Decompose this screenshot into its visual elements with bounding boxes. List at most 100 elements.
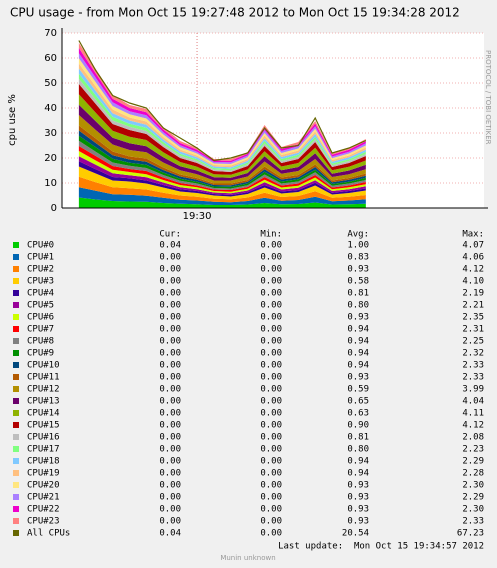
legend-stat: 0.00 xyxy=(260,289,282,299)
legend-label: CPU#4 xyxy=(27,289,54,299)
legend-label: CPU#2 xyxy=(27,265,54,275)
x-tick-label: 19:30 xyxy=(183,211,212,222)
legend-stat: 0.80 xyxy=(347,445,369,455)
legend-stat: 2.23 xyxy=(462,445,484,455)
area xyxy=(78,166,366,200)
legend-label: CPU#9 xyxy=(27,349,54,359)
legend-stat: 0.00 xyxy=(159,493,181,503)
legend-swatch xyxy=(13,350,19,356)
legend-label: CPU#15 xyxy=(27,421,60,431)
legend-stat: 2.30 xyxy=(462,505,484,515)
area xyxy=(78,151,366,194)
legend-swatch xyxy=(13,482,19,488)
legend-stat: 0.83 xyxy=(347,253,369,263)
legend-stat: 0.04 xyxy=(159,529,181,539)
legend-swatch xyxy=(13,326,19,332)
y-tick-label: 20 xyxy=(44,153,57,164)
legend-label: CPU#12 xyxy=(27,385,60,395)
areas xyxy=(78,40,367,208)
legend-stat: 0.93 xyxy=(347,265,369,275)
legend-stat: 0.00 xyxy=(159,445,181,455)
legend-stat: 0.00 xyxy=(159,469,181,479)
legend-swatch xyxy=(13,290,19,296)
legend-stat: 0.94 xyxy=(347,349,369,359)
legend-stat: 0.00 xyxy=(260,385,282,395)
legend-swatch xyxy=(13,422,19,428)
legend-stat: 0.00 xyxy=(260,517,282,527)
area xyxy=(78,94,366,178)
legend-stat: 2.29 xyxy=(462,457,484,467)
legend-stat: 4.07 xyxy=(462,241,484,251)
legend-stat: 0.93 xyxy=(347,505,369,515)
total-line xyxy=(78,40,367,162)
legend-stat: 0.94 xyxy=(347,325,369,335)
legend-header: Cur: xyxy=(159,230,181,240)
area xyxy=(78,146,366,192)
legend-stat: 20.54 xyxy=(342,529,369,539)
legend-swatch xyxy=(13,362,19,368)
legend-stat: 1.00 xyxy=(347,241,369,251)
legend-stat: 2.33 xyxy=(462,373,484,383)
legend-stat: 2.33 xyxy=(462,517,484,527)
legend-stat: 0.65 xyxy=(347,397,369,407)
legend-swatch xyxy=(13,242,19,248)
legend-stat: 0.93 xyxy=(347,313,369,323)
footer: Munin unknown xyxy=(220,554,275,562)
legend-label: CPU#8 xyxy=(27,337,54,347)
legend-header: Avg: xyxy=(347,230,369,240)
legend-stat: 2.32 xyxy=(462,349,484,359)
area xyxy=(78,156,366,195)
y-tick-label: 10 xyxy=(44,178,57,189)
legend-stat: 0.00 xyxy=(159,349,181,359)
legend-stat: 2.31 xyxy=(462,325,484,335)
legend-label: CPU#7 xyxy=(27,325,54,335)
legend-stat: 0.00 xyxy=(260,409,282,419)
legend-stat: 0.00 xyxy=(260,505,282,515)
legend-stat: 67.23 xyxy=(457,529,484,539)
legend-stat: 0.00 xyxy=(159,409,181,419)
legend-stat: 0.00 xyxy=(159,373,181,383)
legend-swatch xyxy=(13,494,19,500)
legend-swatch xyxy=(13,518,19,524)
legend-stat: 0.00 xyxy=(159,385,181,395)
legend-label: CPU#20 xyxy=(27,481,60,491)
legend-swatch xyxy=(13,434,19,440)
legend-label: CPU#6 xyxy=(27,313,54,323)
legend-label: CPU#23 xyxy=(27,517,60,527)
legend-stat: 2.19 xyxy=(462,289,484,299)
legend-stat: 0.00 xyxy=(260,349,282,359)
legend-header: Min: xyxy=(260,230,282,240)
legend-stat: 0.00 xyxy=(260,361,282,371)
area xyxy=(78,197,366,208)
legend-stat: 0.00 xyxy=(159,337,181,347)
legend-stat: 2.33 xyxy=(462,361,484,371)
legend-stat: 0.00 xyxy=(159,517,181,527)
legend-stat: 0.00 xyxy=(260,373,282,383)
y-tick-label: 0 xyxy=(51,203,57,214)
legend-stat: 0.00 xyxy=(260,265,282,275)
side-text: PROTOCOL / TOBI OETIKER xyxy=(484,50,492,145)
legend-stat: 0.00 xyxy=(260,325,282,335)
legend-swatch xyxy=(13,458,19,464)
legend-stat: 0.00 xyxy=(159,289,181,299)
y-tick-label: 70 xyxy=(44,28,57,39)
legend-label: CPU#3 xyxy=(27,277,54,287)
legend-stat: 0.00 xyxy=(159,457,181,467)
legend-label: CPU#11 xyxy=(27,373,60,383)
legend-swatch xyxy=(13,506,19,512)
legend-stat: 2.21 xyxy=(462,301,484,311)
legend-stat: 0.58 xyxy=(347,277,369,287)
legend-swatch xyxy=(13,446,19,452)
legend-swatch xyxy=(13,530,19,536)
legend-swatch xyxy=(13,278,19,284)
area xyxy=(78,187,366,205)
legend-stat: 2.28 xyxy=(462,469,484,479)
legend-stat: 0.94 xyxy=(347,469,369,479)
legend-stat: 4.10 xyxy=(462,277,484,287)
legend-stat: 0.00 xyxy=(260,493,282,503)
legend-stat: 4.06 xyxy=(462,253,484,263)
legend-stat: 0.81 xyxy=(347,289,369,299)
legend-label: All CPUs xyxy=(27,529,70,539)
legend-label: CPU#0 xyxy=(27,241,54,251)
